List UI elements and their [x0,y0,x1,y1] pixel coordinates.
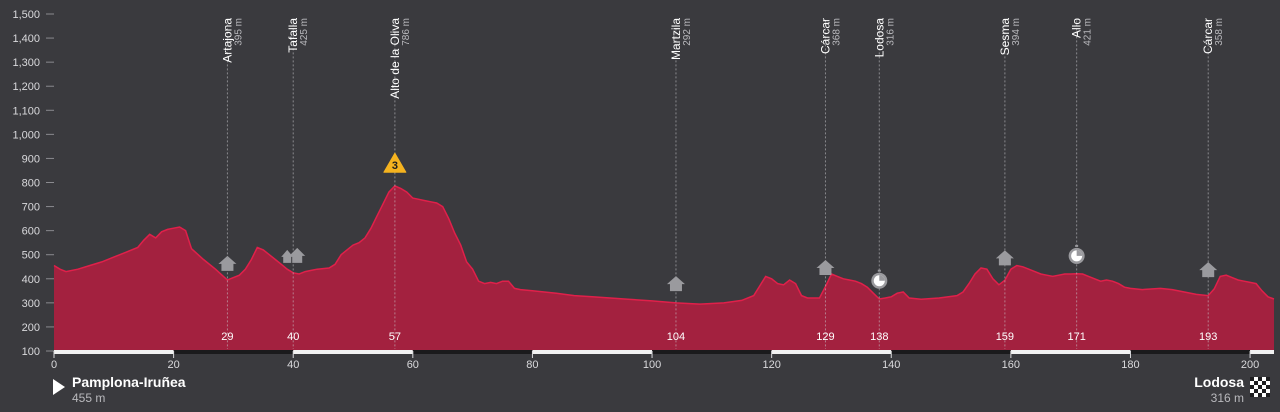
checkpoint-km-label: 40 [287,331,299,343]
x-axis-segment [1250,350,1274,354]
checkpoint-km-label: 129 [816,331,834,343]
y-tick-label: 1,500 [12,9,40,21]
checkpoint-altitude: 358 m [1214,18,1225,46]
start-altitude: 455 m [72,391,106,405]
checkpoint-name: Alto de la Oliva [388,18,402,99]
checkpoint-altitude: 368 m [831,18,842,46]
elevation-line [53,185,1275,305]
timer-icon [1068,244,1085,264]
x-axis-segment [771,350,892,354]
timer-icon [871,269,888,289]
y-tick-label: 300 [22,298,40,310]
x-tick-label: 80 [526,359,538,371]
checkpoint: Allo 421 m 171 [1067,18,1094,349]
category-3-climb-badge: 3 [383,152,407,173]
finish-location-name: Lodosa [1194,374,1244,390]
finish-altitude: 316 m [1210,391,1244,405]
x-axis-segment [652,350,772,354]
climb-category-label: 3 [392,160,398,172]
home-icon [218,255,237,271]
checkpoint: Martzila 292 m 104 [667,18,693,349]
x-tick-label: 180 [1121,359,1139,371]
x-tick-label: 40 [287,359,299,371]
checkpoint-name: Martzila [669,18,683,60]
checkpoint-name: Cárcar [1201,18,1215,54]
checkpoint-altitude: 395 m [233,18,244,46]
x-tick-label: 160 [1002,359,1020,371]
x-tick-label: 140 [882,359,900,371]
checkpoint: Sesma 394 m 159 [996,18,1022,349]
y-tick-label: 600 [22,226,40,238]
checkpoint-km-label: 104 [667,331,685,343]
x-axis-segment [54,350,174,354]
y-tick-label: 400 [22,274,40,286]
checkpoint: Cárcar 368 m 129 [816,18,842,349]
checkpoint-altitude: 316 m [885,18,896,46]
x-tick-label: 120 [762,359,780,371]
checkpoint-altitude: 786 m [401,18,412,46]
x-axis-segment [532,350,653,354]
y-tick-label: 100 [22,346,40,358]
x-tick-label: 200 [1241,359,1259,371]
home-icon [666,276,685,292]
checkpoint: Artajona 395 m 29 [218,18,244,349]
checkpoint-name: Allo [1070,18,1084,38]
checkpoint-altitude: 425 m [299,18,310,46]
checkpoint-name: Lodosa [872,18,886,58]
checkpoint-name: Artajona [220,18,234,63]
play-icon [53,379,65,395]
x-axis-segment [293,350,413,354]
checkpoint-km-label: 57 [389,331,401,343]
checkpoint-name: Cárcar [818,18,832,54]
y-tick-label: 1,300 [12,57,40,69]
checkpoint-km-label: 138 [870,331,888,343]
elevation-area [54,185,1274,351]
x-axis-segment [1010,350,1131,354]
checkpoint-altitude: 421 m [1083,18,1094,46]
checkpoint-km-label: 29 [221,331,233,343]
checkpoint: Tafalla 425 m 40 [281,18,310,349]
x-axis-segment [891,350,1011,354]
y-tick-label: 1,400 [12,33,40,45]
x-tick-label: 20 [167,359,179,371]
checkered-flag-icon [1250,377,1270,397]
y-tick-label: 900 [22,153,40,165]
y-tick-label: 1,100 [12,105,40,117]
x-tick-label: 100 [643,359,661,371]
x-tick-label: 60 [407,359,419,371]
checkpoint: Alto de la Oliva 786 m 57 3 [383,18,412,349]
y-tick-label: 1,000 [12,129,40,141]
x-axis-segment [1130,350,1251,354]
checkpoint-name: Sesma [998,18,1012,56]
home-icon [1199,262,1218,278]
checkpoint: Lodosa 316 m 138 [870,18,896,349]
start-location-name: Pamplona-Iruñea [72,374,186,390]
checkpoint-km-label: 193 [1199,331,1217,343]
checkpoint-name: Tafalla [286,18,300,53]
x-axis-segment [173,350,294,354]
checkpoint-altitude: 394 m [1011,18,1022,46]
y-tick-label: 200 [22,322,40,334]
checkpoint: Cárcar 358 m 193 [1199,18,1225,349]
y-tick-label: 800 [22,178,40,190]
home-icon [816,259,835,275]
checkpoint-km-label: 171 [1067,331,1085,343]
x-axis-segment [412,350,533,354]
home-icon [995,250,1014,266]
checkpoint-km-label: 159 [996,331,1014,343]
y-tick-label: 500 [22,250,40,262]
double-home-icon [281,247,306,263]
y-tick-label: 1,200 [12,81,40,93]
y-tick-label: 700 [22,202,40,214]
x-tick-label: 0 [51,359,57,371]
checkpoint-altitude: 292 m [682,18,693,46]
